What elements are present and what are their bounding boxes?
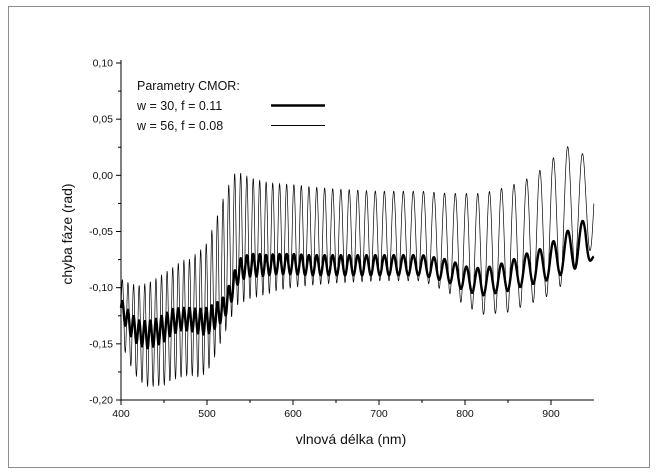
- y-tick-label: 0,10: [93, 58, 114, 70]
- series-layer: [119, 146, 595, 387]
- y-tick-label: -0,10: [89, 282, 113, 294]
- x-tick-label: 900: [542, 408, 560, 420]
- figure-frame: 0,10 0,05 0,00 -0,05 -0,10 -0,15 -0,20 400 500 60…: [8, 6, 650, 468]
- legend-title: Parametry CMOR:: [137, 79, 240, 93]
- legend: Parametry CMOR: w = 30, f = 0.11 w = 56,…: [136, 79, 325, 133]
- x-tick-label: 700: [370, 408, 388, 420]
- legend-label-series-1: w = 30, f = 0.11: [136, 99, 222, 113]
- y-tick-label: 0,05: [93, 114, 114, 126]
- y-tick-label: 0,00: [93, 170, 114, 182]
- y-tick-label: -0,15: [89, 338, 113, 350]
- x-tick-label: 800: [456, 408, 474, 420]
- series-line-2: [120, 146, 595, 387]
- x-tick-label: 400: [112, 408, 130, 420]
- x-tick-label: 600: [284, 408, 302, 420]
- legend-label-series-2: w = 56, f = 0.08: [136, 119, 223, 133]
- x-tick-label: 500: [198, 408, 216, 420]
- y-tick-label: -0,20: [89, 395, 113, 407]
- y-axis-title: chyba fáze (rad): [59, 183, 75, 284]
- y-tick-label: -0,05: [89, 226, 113, 238]
- series-line-1: [119, 219, 595, 350]
- x-axis-title: vlnová délka (nm): [296, 431, 407, 447]
